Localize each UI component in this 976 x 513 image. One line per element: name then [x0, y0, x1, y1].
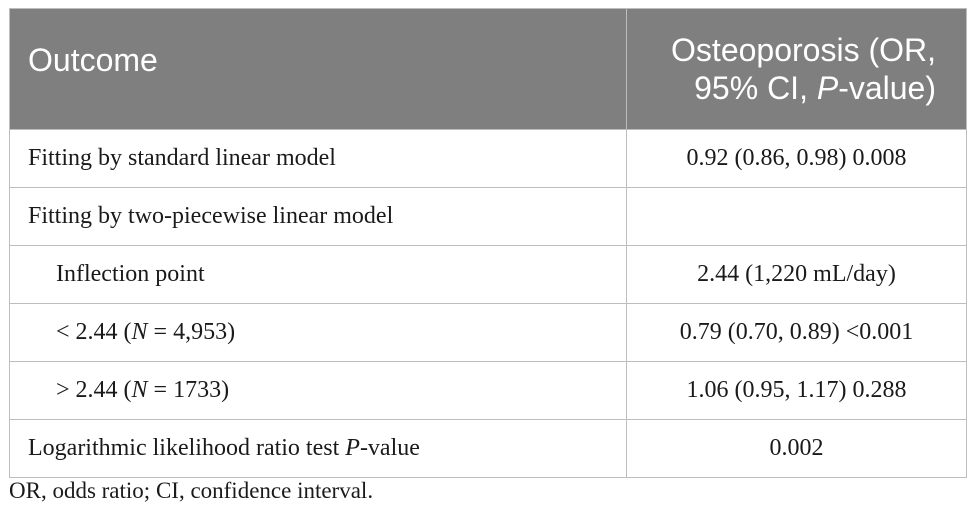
header-osteoporosis-line2-post: -value): [838, 70, 936, 106]
row-outcome: Inflection point: [9, 245, 627, 304]
row-outcome-post: = 1733): [147, 377, 230, 403]
row-outcome-post: = 4,953): [147, 319, 236, 345]
row-outcome: < 2.44 (N = 4,953): [9, 303, 627, 362]
row-outcome-post: -value: [359, 435, 420, 461]
row-outcome-pre: > 2.44 (: [56, 377, 132, 403]
table-row: Logarithmic likelihood ratio test P-valu…: [9, 419, 967, 478]
row-outcome-italic: N: [131, 377, 148, 403]
table-row: Fitting by standard linear model 0.92 (0…: [9, 129, 967, 188]
table-footnote: OR, odds ratio; CI, confidence interval.: [9, 478, 374, 503]
row-outcome-pre: < 2.44 (: [56, 319, 132, 345]
header-osteoporosis-line2-italic: P: [816, 70, 839, 106]
row-outcome: Logarithmic likelihood ratio test P-valu…: [9, 419, 627, 478]
results-table: Outcome Osteoporosis (OR, 95% CI, P-valu…: [9, 8, 967, 478]
table-row: Inflection point 2.44 (1,220 mL/day): [9, 245, 967, 304]
header-outcome: Outcome: [9, 8, 627, 130]
row-outcome-italic: N: [131, 319, 148, 345]
table-row: Fitting by two-piecewise linear model: [9, 187, 967, 246]
header-row: Outcome Osteoporosis (OR, 95% CI, P-valu…: [9, 8, 967, 130]
header-osteoporosis-line2-pre: 95% CI,: [694, 70, 817, 106]
table-row: > 2.44 (N = 1733) 1.06 (0.95, 1.17) 0.28…: [9, 361, 967, 420]
row-outcome: Fitting by two-piecewise linear model: [9, 187, 627, 246]
row-outcome-italic: P: [345, 435, 360, 461]
row-value: 0.79 (0.70, 0.89) <0.001: [626, 303, 967, 362]
table-row: < 2.44 (N = 4,953) 0.79 (0.70, 0.89) <0.…: [9, 303, 967, 362]
header-osteoporosis-line1: Osteoporosis (OR,: [671, 32, 936, 68]
row-outcome: > 2.44 (N = 1733): [9, 361, 627, 420]
row-value: 0.92 (0.86, 0.98) 0.008: [626, 129, 967, 188]
header-osteoporosis: Osteoporosis (OR, 95% CI, P-value): [626, 8, 967, 130]
row-value: 1.06 (0.95, 1.17) 0.288: [626, 361, 967, 420]
row-value: [626, 187, 967, 246]
row-value: 2.44 (1,220 mL/day): [626, 245, 967, 304]
row-value: 0.002: [626, 419, 967, 478]
row-outcome-pre: Logarithmic likelihood ratio test: [28, 435, 346, 461]
row-outcome: Fitting by standard linear model: [9, 129, 627, 188]
